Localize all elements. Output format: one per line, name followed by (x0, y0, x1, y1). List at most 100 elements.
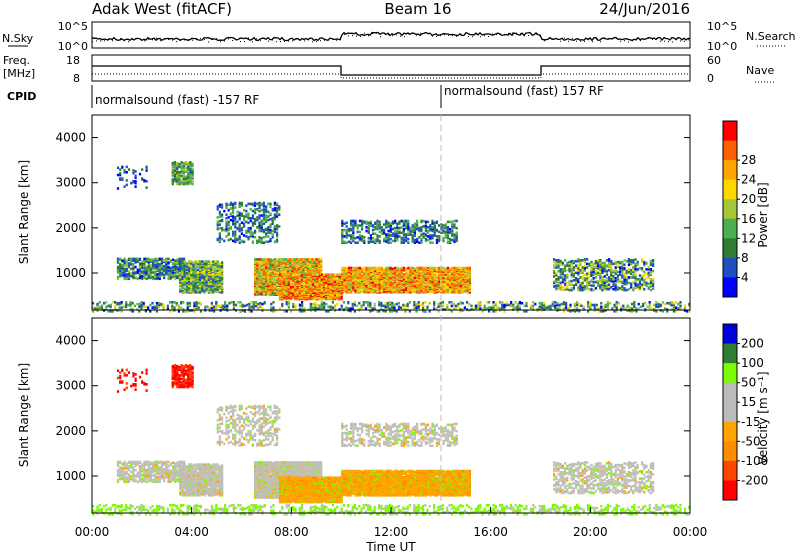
power-cell (176, 265, 179, 269)
power-cell (130, 263, 133, 266)
power-cell (176, 261, 179, 264)
power-cell (179, 264, 182, 268)
power-cell (431, 241, 434, 244)
power-cell (138, 269, 142, 272)
power-cell (147, 275, 150, 279)
power-cell (433, 221, 436, 225)
power-cell (446, 220, 449, 224)
power-cell (283, 273, 286, 276)
power-cell (181, 277, 184, 281)
power-cell (225, 213, 228, 216)
power-cell (143, 263, 146, 266)
power-cell (278, 225, 281, 228)
power-cell (307, 287, 310, 291)
power-cell (387, 241, 390, 244)
power-cell (374, 266, 377, 270)
power-cell (127, 270, 131, 273)
power-cell (236, 220, 239, 224)
power-cell (269, 290, 272, 294)
power-cell (167, 261, 170, 264)
power-cell (141, 264, 144, 267)
power-cell (309, 259, 312, 263)
power-cell (201, 272, 204, 275)
power-cell (199, 268, 202, 272)
power-cell (138, 276, 142, 280)
power-cell (227, 226, 230, 230)
power-cell (249, 226, 252, 230)
power-cell (369, 234, 372, 237)
power-cell (296, 282, 299, 286)
power-cell (158, 277, 161, 281)
power-cell (325, 273, 328, 276)
power-cell (190, 275, 193, 279)
power-cell (240, 221, 243, 225)
power-cell (422, 266, 425, 270)
power-cell (134, 271, 137, 274)
power-cell (138, 262, 142, 265)
power-cell (225, 220, 228, 224)
power-cell (427, 235, 430, 238)
power-cell (185, 286, 188, 290)
power-cell (245, 204, 248, 207)
power-cell (245, 209, 248, 213)
power-cell (282, 261, 285, 265)
nsearch-label: N.Search (746, 30, 796, 43)
power-cell (455, 234, 458, 237)
power-cell (203, 284, 206, 288)
power-cell (174, 267, 177, 271)
power-cell (256, 258, 259, 261)
power-cell (289, 258, 292, 261)
power-cell (409, 266, 412, 270)
power-cell (433, 266, 436, 270)
power-cell (309, 295, 312, 298)
power-cell (247, 217, 250, 220)
power-cell (194, 260, 197, 263)
power-cell (316, 273, 319, 276)
power-cell (416, 237, 419, 241)
nave-trace (92, 73, 690, 79)
power-cell (262, 265, 265, 268)
power-cell (405, 236, 408, 239)
power-cell (453, 233, 456, 236)
power-cell (418, 226, 421, 230)
power-cell (453, 219, 456, 223)
power-cell (254, 208, 257, 211)
power-cell (141, 266, 144, 270)
power-cell (409, 226, 412, 230)
power-cell (262, 275, 265, 278)
power-cell (163, 271, 166, 274)
power-cell (218, 203, 221, 207)
power-cell (227, 232, 230, 235)
power-cell (398, 220, 401, 224)
power-cell (154, 272, 157, 275)
power-cell (356, 241, 359, 244)
power-cell (295, 258, 298, 261)
power-cell (134, 257, 137, 261)
power-cell (347, 234, 350, 237)
power-cell (160, 260, 164, 263)
power-cell (260, 219, 263, 223)
power-cell (119, 271, 122, 274)
power-cell (185, 262, 188, 265)
power-cell (176, 258, 179, 262)
power-cell (398, 273, 401, 276)
power-cell (453, 240, 456, 244)
power-cell (289, 283, 293, 286)
power-cell (212, 273, 215, 277)
power-cell (179, 282, 182, 286)
power-cell (238, 211, 241, 215)
power-cell (218, 210, 221, 214)
power-cell (125, 267, 128, 271)
power-cell (269, 264, 272, 267)
power-cell (287, 268, 290, 272)
power-cell (130, 267, 133, 271)
power-cell (210, 291, 213, 294)
power-cell (300, 270, 303, 274)
power-cell (453, 226, 456, 229)
power-cell (190, 279, 193, 282)
nave-tick-bottom: 0 (707, 72, 714, 85)
power-cell (174, 273, 177, 276)
power-cell (347, 282, 350, 285)
power-cell (352, 226, 355, 230)
power-cell (367, 221, 370, 225)
